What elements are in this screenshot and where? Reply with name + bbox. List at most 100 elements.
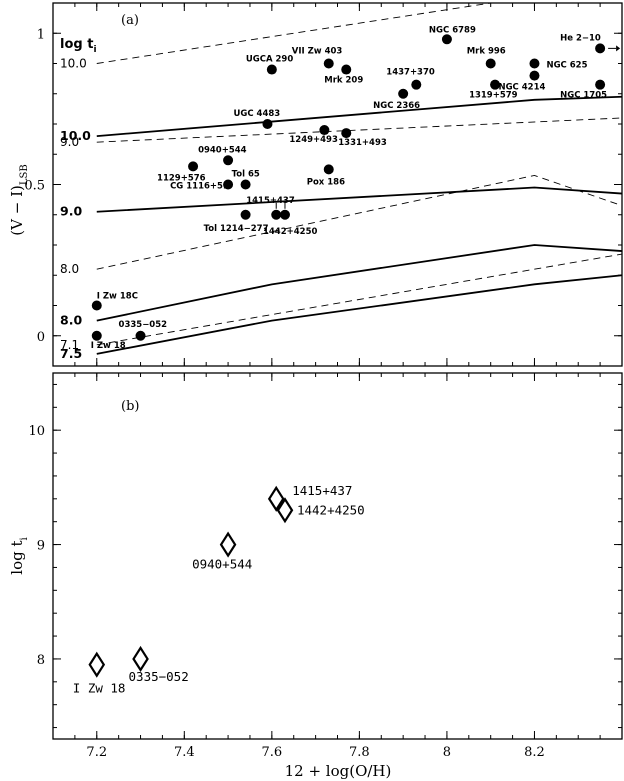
data-point-diamond (267, 485, 285, 512)
isochrone-dashed-line (96, 117, 623, 143)
x-tick-label: 8 (443, 745, 451, 760)
isochrone-dashed-label: 9.0 (60, 135, 79, 149)
data-point-label: NGC 2366 (373, 101, 420, 111)
arrow-head-icon (616, 45, 621, 52)
data-point-label: 1331+493 (338, 138, 387, 148)
data-point-diamond (276, 497, 294, 524)
isochrone-solid-label: 7.5 (60, 346, 82, 361)
data-point-label: VII Zw 403 (292, 47, 343, 57)
data-point-label: I Zw 18 (73, 681, 126, 696)
data-point-label: 0940+544 (192, 557, 252, 572)
data-point-diamond (132, 645, 149, 672)
data-point (91, 330, 102, 341)
isochrone-dashed-label: 7.1 (60, 338, 79, 352)
data-point (341, 64, 352, 75)
isochrone-title-sub: i (93, 45, 96, 55)
isochrone-solid-line (96, 95, 623, 137)
svg-text:log ti: log ti (8, 537, 30, 574)
data-point (411, 79, 422, 90)
x-axis-label: 12 + log(O/H) (285, 762, 392, 780)
isochrone-solid-label: 8.0 (60, 313, 82, 328)
data-point-label: Tol 65 (232, 170, 260, 180)
isochrone-solid-line (96, 274, 623, 355)
data-point (262, 119, 273, 129)
data-point (319, 125, 330, 136)
y-tick-label: 8 (37, 653, 45, 668)
isochrone-title-main: log t (60, 37, 93, 52)
data-point-label: NGC 1705 (560, 91, 607, 101)
isochrone-dashed-line (96, 174, 623, 270)
isochrone-solid-line (96, 186, 623, 213)
data-point (266, 64, 277, 75)
isochrone-dashed-line (96, 253, 623, 346)
x-tick-label: 7.6 (262, 745, 283, 760)
isochrone-dashed-line (96, 2, 491, 64)
data-point-label: He 2−10 (560, 33, 601, 43)
data-point-label: 0940+544 (198, 145, 247, 155)
data-point (341, 128, 352, 139)
data-point-label: UGC 4483 (233, 109, 280, 119)
data-point-label: 1249+493 (289, 135, 338, 145)
panel-a-label: (a) (121, 13, 139, 28)
data-point-label: 1129+576 (157, 173, 206, 183)
data-point-diamond (88, 651, 106, 678)
data-point-label: 0335−052 (119, 320, 168, 330)
data-point (529, 70, 540, 81)
data-point-label: 0335−052 (129, 669, 189, 684)
panel-b-label: (b) (121, 399, 139, 414)
y-tick-label: 9 (37, 539, 45, 554)
x-tick-label: 7.8 (349, 745, 370, 760)
data-point (595, 43, 606, 54)
data-point-label: Mrk 209 (324, 76, 363, 86)
panel-a-isochrones: 10.09.08.07.510.09.08.07.1 (60, 2, 623, 361)
data-point-label: I Zw 18C (97, 292, 138, 302)
panel-b-ylabel-sub: i (19, 537, 30, 540)
data-point-label: Mrk 996 (467, 47, 506, 57)
data-point (398, 88, 409, 99)
data-point-label: Pox 186 (307, 177, 345, 187)
data-point-diamond (219, 531, 237, 558)
data-point (271, 209, 282, 220)
data-point (485, 58, 496, 69)
panel-a-ylabel: (V − I)LSB (8, 164, 30, 235)
data-point (441, 34, 452, 45)
panel-b-ylabel-main: log t (8, 540, 26, 574)
data-point-label: CG 1116+51 (170, 182, 229, 192)
y-tick-label: 0 (37, 330, 45, 345)
panel-b-ylabel: log ti (8, 537, 30, 574)
panel-a-ticks: 00.51 (24, 2, 623, 367)
data-point (323, 58, 334, 69)
data-point (490, 79, 501, 90)
data-point-label: UGCA 290 (246, 55, 293, 65)
isochrone-solid-line (96, 244, 623, 322)
data-point (223, 155, 234, 166)
isochrone-dashed-label: 10.0 (60, 57, 87, 71)
panel-b-frame (52, 372, 623, 740)
data-point (323, 164, 334, 175)
data-point-label: 1437+370 (386, 68, 435, 78)
data-point (529, 58, 540, 69)
x-tick-label: 8.2 (524, 745, 545, 760)
data-point-label: 1415+437 (292, 483, 352, 498)
isochrone-solid-label: 9.0 (60, 204, 82, 219)
svg-text:(V − I)LSB: (V − I)LSB (8, 164, 30, 235)
data-point-label: NGC 625 (546, 61, 587, 71)
x-tick-label: 7.4 (174, 745, 195, 760)
data-point-label: 1442+4250 (297, 502, 365, 517)
isochrone-title: log ti (60, 37, 97, 55)
data-point (91, 300, 102, 311)
isochrone-solid-label: 10.0 (60, 128, 91, 143)
data-point (135, 330, 146, 341)
panel-a-ylabel-main: (V − I) (8, 185, 26, 236)
data-point-label: NGC 6789 (429, 25, 476, 35)
data-point (279, 209, 290, 220)
isochrone-dashed-label: 8.0 (60, 262, 79, 276)
data-point (223, 179, 234, 190)
data-point-label: 1442+4250 (263, 227, 318, 237)
y-tick-label: 0.5 (24, 179, 45, 194)
data-point (240, 179, 251, 190)
panel-a-points: I Zw 18C I Zw 18 0335−052 1129+576 0940+544 C… (91, 25, 621, 351)
panel-a-ylabel-sub: LSB (19, 164, 30, 185)
